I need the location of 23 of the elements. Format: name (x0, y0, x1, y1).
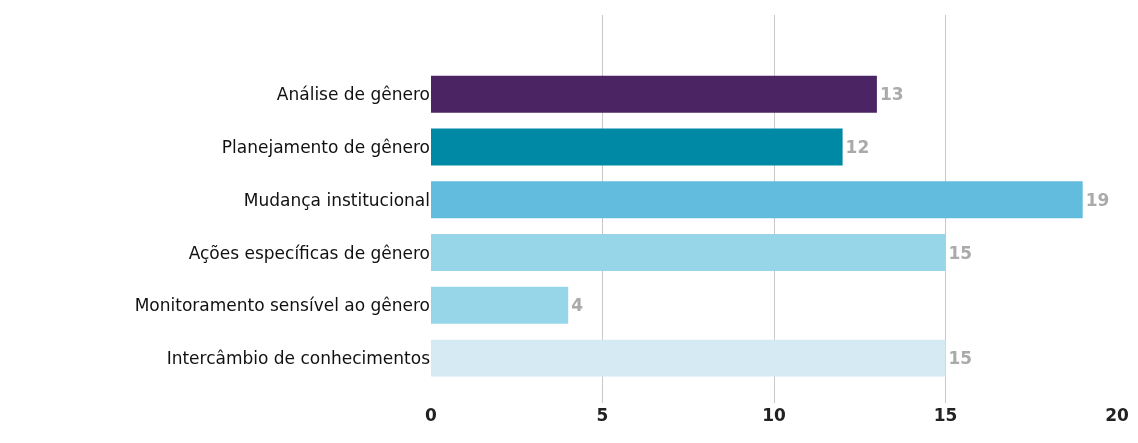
y-tick-label: Monitoramento sensível ao gênero (134, 295, 430, 316)
data-label: 13 (879, 84, 904, 105)
bar (431, 286, 569, 324)
y-tick-label: Planejamento de gênero (221, 136, 430, 157)
x-tick-label: 5 (596, 405, 609, 425)
data-label: 15 (948, 242, 973, 263)
y-tick-label: Ações específicas de gênero (188, 242, 430, 263)
x-tick-label: 0 (425, 405, 438, 425)
bar (431, 75, 877, 113)
data-label: 15 (948, 348, 973, 369)
y-tick-label: Mudança institucional (243, 189, 430, 210)
data-label: 12 (845, 136, 870, 157)
x-tick-label: 15 (933, 405, 958, 425)
bar (431, 181, 1083, 219)
data-label: 19 (1085, 189, 1110, 210)
data-label: 4 (571, 295, 584, 316)
bar (431, 339, 946, 377)
bar (431, 234, 946, 272)
bar (431, 128, 843, 166)
x-tick-label: 20 (1105, 405, 1129, 425)
y-tick-label: Análise de gênero (276, 84, 430, 105)
x-tick-label: 10 (762, 405, 786, 425)
y-tick-label: Intercâmbio de conhecimentos (166, 348, 431, 369)
